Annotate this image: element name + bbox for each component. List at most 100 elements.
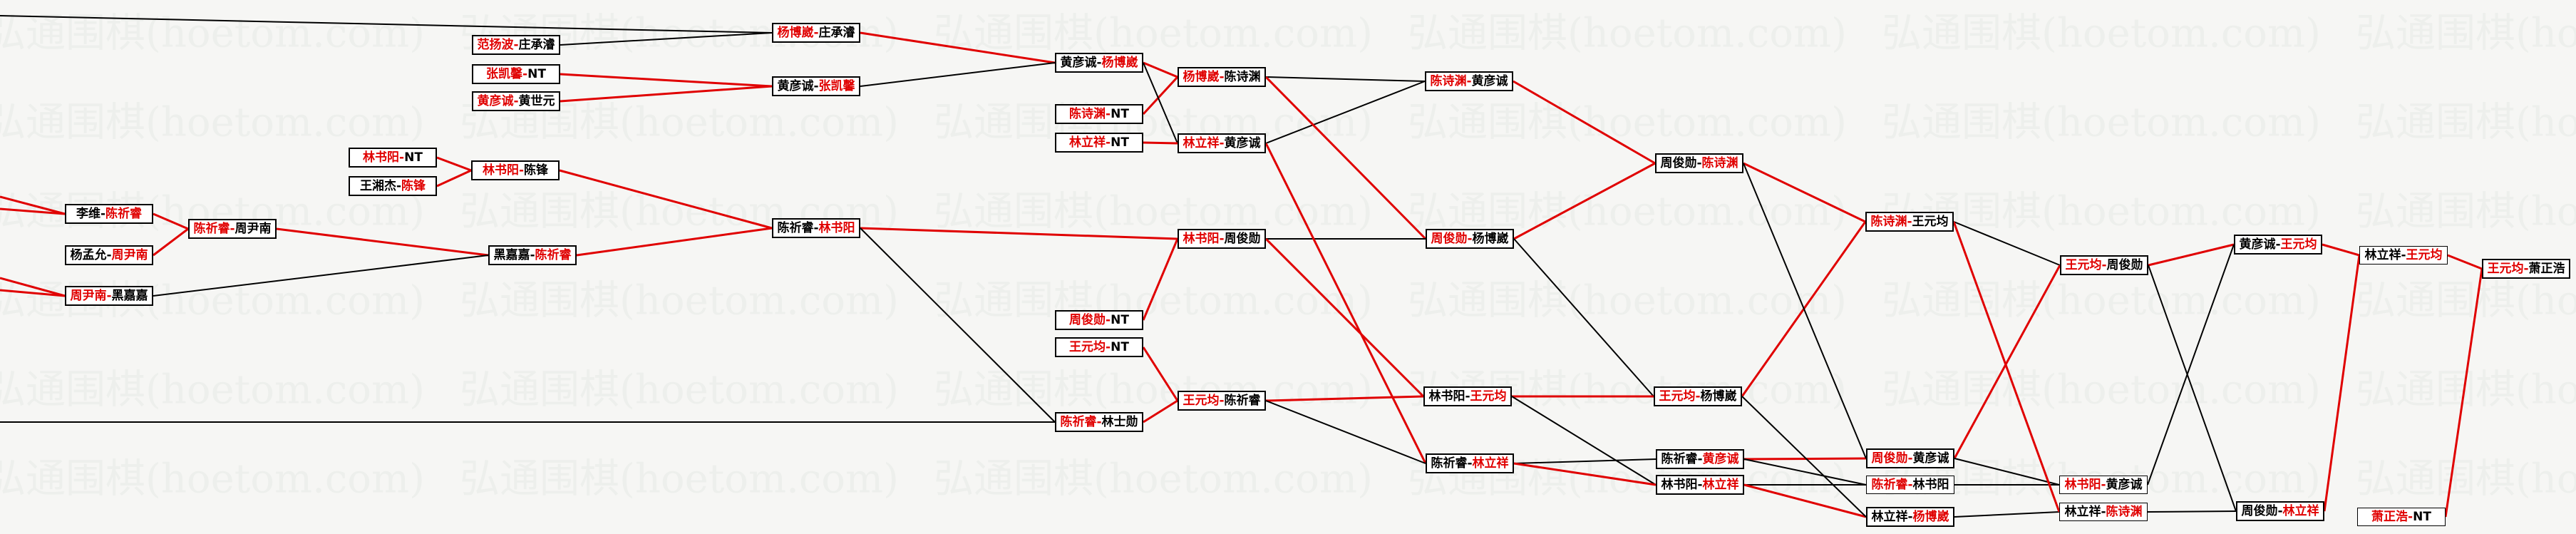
match-box-黄彦诚-杨博崴[interactable]: 黄彦诚 - 杨博崴 (1055, 53, 1143, 73)
match-box-林书阳-王元均[interactable]: 林书阳 - 王元均 (1423, 386, 1512, 406)
match-box-陈祈睿-林士勋[interactable]: 陈祈睿 - 林士勋 (1055, 412, 1143, 432)
match-box-王元均-陈祈睿[interactable]: 王元均 - 陈祈睿 (1178, 391, 1266, 411)
edge-line (1264, 237, 1425, 398)
watermark-text: 弘通围棋(hoetom.com) (460, 456, 899, 503)
edge-line (1265, 76, 1426, 82)
match-box-李维-陈祈睿[interactable]: 李维 - 陈祈睿 (65, 204, 153, 224)
match-box-林立祥-王元均[interactable]: 林立祥 - 王元均 (2359, 246, 2448, 265)
match-box-王元均-周俊勋[interactable]: 王元均 - 周俊勋 (2060, 255, 2148, 275)
match-box-杨博崴-陈诗渊[interactable]: 杨博崴 - 陈诗渊 (1178, 67, 1266, 87)
player-left: 陈祈睿 (1871, 477, 1908, 492)
match-box-林书阳-周俊勋[interactable]: 林书阳 - 周俊勋 (1178, 229, 1266, 249)
match-box-周俊勋-杨博崴[interactable]: 周俊勋 - 杨博崴 (1426, 229, 1514, 249)
match-box-林立祥-黄彦诚[interactable]: 林立祥 - 黄彦诚 (1178, 133, 1266, 153)
player-left: 林立祥 (1183, 135, 1220, 150)
player-right: 陈诗渊 (1701, 155, 1738, 170)
edge-line (559, 169, 773, 230)
match-box-张凯馨-NT[interactable]: 张凯馨 - NT (472, 64, 560, 84)
match-box-陈祈睿-林书阳[interactable]: 陈祈睿 - 林书阳 (772, 218, 860, 238)
player-left: 陈祈睿 (1060, 414, 1097, 429)
match-box-周俊勋-黄彦诚[interactable]: 周俊勋 - 黄彦诚 (1866, 448, 1954, 468)
edge-line (1265, 400, 1426, 464)
match-box-王元均-萧正浩[interactable]: 王元均 - 萧正浩 (2482, 259, 2570, 279)
match-box-陈祈睿-林书阳[interactable]: 陈祈睿 - 林书阳 (1866, 476, 1954, 494)
match-box-陈诗渊-NT[interactable]: 陈诗渊 - NT (1055, 104, 1143, 124)
match-box-周俊勋-林立祥[interactable]: 周俊勋 - 林立祥 (2236, 501, 2324, 521)
player-right: NT (527, 66, 546, 81)
hyphen: - (513, 37, 519, 52)
match-box-黄彦诚-王元均[interactable]: 黄彦诚 - 王元均 (2234, 235, 2322, 255)
edge-line (276, 227, 489, 257)
player-left: 林书阳 (1428, 389, 1465, 404)
match-box-周尹南-黑嘉嘉[interactable]: 周尹南 - 黑嘉嘉 (65, 286, 153, 306)
player-left: 林立祥 (1069, 135, 1106, 150)
hyphen: - (1466, 73, 1472, 88)
match-box-王湘杰-陈锋[interactable]: 王湘杰 - 陈锋 (349, 176, 437, 196)
player-right: 陈诗渊 (2106, 504, 2143, 519)
player-left: 林书阳 (2064, 477, 2101, 492)
player-left: 陈祈睿 (777, 220, 814, 235)
match-box-陈诗渊-王元均[interactable]: 陈诗渊 - 王元均 (1865, 212, 1954, 232)
player-left: 周俊勋 (1431, 231, 1468, 246)
match-box-林书阳-NT[interactable]: 林书阳 - NT (349, 148, 437, 168)
hyphen: - (1219, 135, 1225, 150)
watermark-text: 弘通围棋(hoetom.com) (1882, 366, 2321, 414)
player-right: 陈祈睿 (535, 247, 572, 262)
edge-line (436, 156, 472, 172)
match-box-陈祈睿-林立祥[interactable]: 陈祈睿 - 林立祥 (1426, 453, 1514, 473)
match-box-杨博崴-庄承濬[interactable]: 杨博崴 - 庄承濬 (772, 23, 860, 43)
player-left: 林书阳 (363, 150, 400, 165)
hyphen: - (100, 206, 106, 221)
hyphen: - (530, 247, 535, 262)
edge-line (860, 227, 1178, 240)
hyphen: - (1219, 231, 1225, 246)
match-box-王元均-杨博崴[interactable]: 王元均 - 杨博崴 (1654, 386, 1742, 406)
match-box-陈祈睿-黄彦诚[interactable]: 陈祈睿 - 黄彦诚 (1656, 449, 1744, 469)
match-box-林书阳-林立祥[interactable]: 林书阳 - 林立祥 (1656, 475, 1744, 495)
match-box-黄彦诚-张凯馨[interactable]: 黄彦诚 - 张凯馨 (772, 76, 860, 96)
player-right: 陈诗渊 (1224, 69, 1261, 84)
edge-line (0, 207, 66, 215)
hyphen: - (1907, 214, 1912, 229)
watermark-text: 弘通围棋(hoetom.com) (1882, 10, 2321, 57)
match-box-周俊勋-NT[interactable]: 周俊勋 - NT (1055, 310, 1143, 330)
edge-line (2322, 243, 2360, 257)
match-box-林书阳-黄彦诚[interactable]: 林书阳 - 黄彦诚 (2059, 476, 2148, 494)
player-left: 黄彦诚 (1060, 55, 1097, 70)
match-box-林书阳-陈锋[interactable]: 林书阳 - 陈锋 (471, 160, 560, 180)
edge-line (153, 227, 189, 257)
player-left: 黑嘉嘉 (493, 247, 530, 262)
match-box-林立祥-NT[interactable]: 林立祥 - NT (1055, 133, 1143, 153)
edge-line (1142, 76, 1179, 115)
player-right: 陈锋 (401, 178, 426, 193)
match-box-林立祥-杨博崴[interactable]: 林立祥 - 杨博崴 (1866, 507, 1954, 527)
player-right: NT (1111, 312, 1129, 327)
player-left: 王元均 (2487, 261, 2524, 276)
match-box-萧正浩-NT[interactable]: 萧正浩 - NT (2357, 508, 2446, 526)
match-box-陈诗渊-黄彦诚[interactable]: 陈诗渊 - 黄彦诚 (1425, 71, 1513, 91)
match-box-范扬波-庄承濬[interactable]: 范扬波 - 庄承濬 (472, 35, 560, 55)
edge-line (436, 169, 472, 188)
player-right: 林书阳 (1912, 477, 1949, 492)
player-right: 杨博崴 (1472, 231, 1509, 246)
match-box-林立祥-陈诗渊[interactable]: 林立祥 - 陈诗渊 (2059, 503, 2148, 521)
watermark-text: 弘通围棋(hoetom.com) (2356, 188, 2576, 235)
match-box-杨孟允-周尹南[interactable]: 杨孟允 - 周尹南 (65, 245, 153, 265)
player-right: 杨博崴 (1912, 509, 1949, 524)
player-left: 陈诗渊 (1430, 73, 1467, 88)
player-left: 张凯馨 (486, 66, 523, 81)
player-right: 林立祥 (1472, 456, 1509, 471)
match-box-王元均-NT[interactable]: 王元均 - NT (1055, 337, 1143, 357)
watermark-text: 弘通围棋(hoetom.com) (934, 99, 1373, 146)
match-box-黑嘉嘉-陈祈睿[interactable]: 黑嘉嘉 - 陈祈睿 (488, 245, 577, 265)
player-right: 周俊勋 (2106, 257, 2143, 272)
match-box-周俊勋-陈诗渊[interactable]: 周俊勋 - 陈诗渊 (1655, 153, 1743, 173)
match-box-陈祈睿-周尹南[interactable]: 陈祈睿 - 周尹南 (188, 219, 277, 239)
edge-line (1142, 238, 1179, 321)
player-left: 萧正浩 (2371, 509, 2408, 524)
player-right: NT (1111, 339, 1129, 354)
edge-line (1954, 511, 2060, 518)
hyphen: - (2101, 257, 2107, 272)
match-box-黄彦诚-黄世元[interactable]: 黄彦诚 - 黄世元 (472, 91, 560, 111)
